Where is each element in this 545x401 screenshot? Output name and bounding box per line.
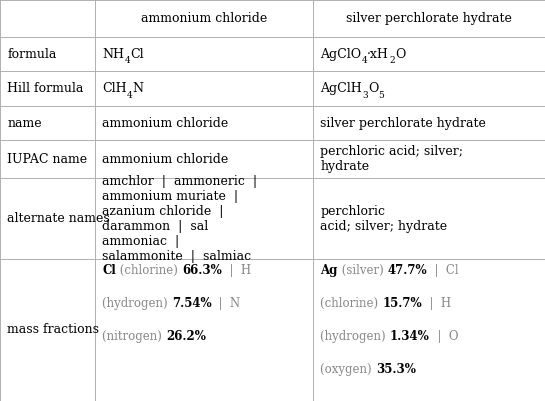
Text: amchlor  |  ammoneric  |
ammonium muriate  |
azanium chloride  |
darammon  |  sa: amchlor | ammoneric | ammonium muriate |…	[102, 174, 258, 263]
Text: Cl: Cl	[102, 264, 116, 277]
Text: perchloric acid; silver;
hydrate: perchloric acid; silver; hydrate	[320, 146, 463, 173]
Text: O: O	[368, 82, 378, 95]
Text: O: O	[395, 48, 405, 61]
Text: ammonium chloride: ammonium chloride	[141, 12, 268, 25]
Text: |  O: | O	[429, 330, 458, 343]
Text: silver perchlorate hydrate: silver perchlorate hydrate	[320, 117, 486, 130]
Text: |  Cl: | Cl	[427, 264, 458, 277]
Text: 5: 5	[378, 91, 384, 100]
Text: (chlorine): (chlorine)	[116, 264, 182, 277]
Text: alternate names: alternate names	[7, 212, 110, 225]
Text: silver perchlorate hydrate: silver perchlorate hydrate	[346, 12, 512, 25]
Text: ammonium chloride: ammonium chloride	[102, 153, 229, 166]
Text: NH: NH	[102, 48, 124, 61]
Text: ClH: ClH	[102, 82, 127, 95]
Text: 4: 4	[124, 57, 130, 65]
Text: |  H: | H	[222, 264, 251, 277]
Text: 4: 4	[361, 57, 367, 65]
Text: (silver): (silver)	[338, 264, 387, 277]
Text: 35.3%: 35.3%	[376, 363, 416, 376]
Text: |  H: | H	[422, 297, 451, 310]
Text: AgClO: AgClO	[320, 48, 361, 61]
Text: 15.7%: 15.7%	[383, 297, 422, 310]
Text: |  N: | N	[211, 297, 240, 310]
Text: ·xH: ·xH	[367, 48, 389, 61]
Text: 1.34%: 1.34%	[390, 330, 429, 343]
Text: (nitrogen): (nitrogen)	[102, 330, 166, 343]
Text: (chlorine): (chlorine)	[320, 297, 383, 310]
Text: perchloric
acid; silver; hydrate: perchloric acid; silver; hydrate	[320, 205, 447, 233]
Text: Cl: Cl	[130, 48, 144, 61]
Text: 4: 4	[127, 91, 133, 100]
Text: 7.54%: 7.54%	[172, 297, 211, 310]
Text: formula: formula	[7, 48, 57, 61]
Text: Hill formula: Hill formula	[7, 82, 83, 95]
Text: N: N	[133, 82, 144, 95]
Text: (oxygen): (oxygen)	[320, 363, 376, 376]
Text: mass fractions: mass fractions	[7, 323, 99, 336]
Text: 47.7%: 47.7%	[387, 264, 427, 277]
Text: 66.3%: 66.3%	[182, 264, 222, 277]
Text: (hydrogen): (hydrogen)	[102, 297, 172, 310]
Text: AgClH: AgClH	[320, 82, 362, 95]
Text: 2: 2	[389, 57, 395, 65]
Text: Ag: Ag	[320, 264, 338, 277]
Text: (hydrogen): (hydrogen)	[320, 330, 390, 343]
Text: 3: 3	[362, 91, 368, 100]
Text: name: name	[7, 117, 42, 130]
Text: 26.2%: 26.2%	[166, 330, 206, 343]
Text: ammonium chloride: ammonium chloride	[102, 117, 229, 130]
Text: IUPAC name: IUPAC name	[7, 153, 87, 166]
